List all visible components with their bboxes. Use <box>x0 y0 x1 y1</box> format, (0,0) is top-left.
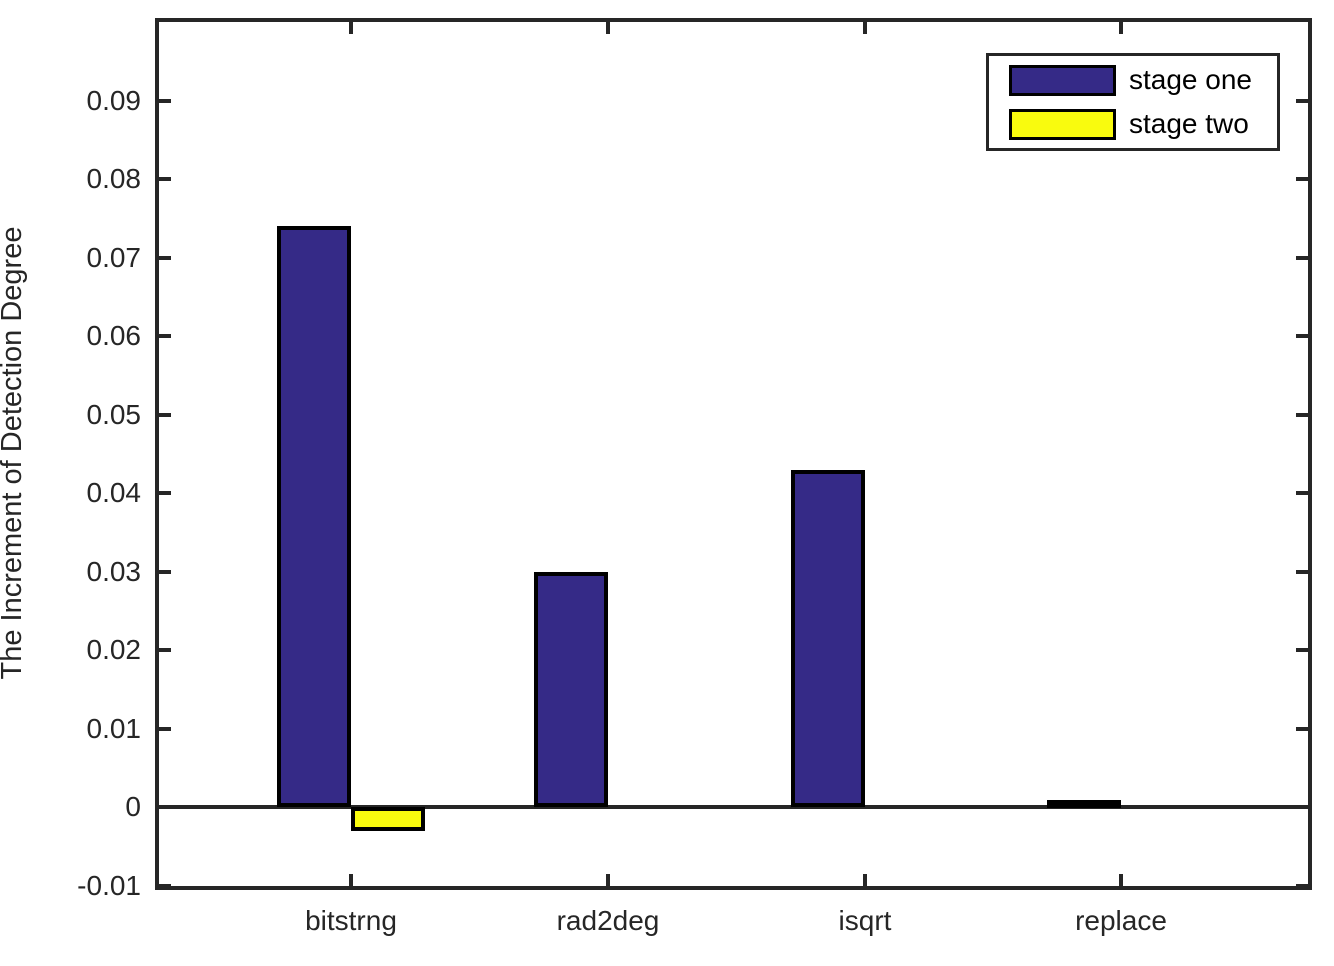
x-tick-bottom <box>863 874 867 886</box>
y-tick-right <box>1296 334 1308 339</box>
y-tick-label: 0.05 <box>86 398 142 430</box>
legend: stage one stage two <box>986 53 1280 151</box>
y-tick-left <box>159 805 171 810</box>
legend-entry-stage-two: stage two <box>989 102 1277 146</box>
legend-entry-stage-one: stage one <box>989 58 1277 102</box>
y-tick-label: 0.01 <box>86 712 142 744</box>
y-tick-left <box>159 726 171 731</box>
y-tick-label: 0.07 <box>86 241 142 273</box>
zero-baseline <box>159 805 1308 810</box>
y-tick-label: 0.08 <box>86 163 142 195</box>
x-tick-label-rad2deg: rad2deg <box>556 905 660 936</box>
legend-swatch-stage-one <box>1009 64 1116 96</box>
bar-stage-one-rad2deg <box>534 571 608 808</box>
y-tick-label: 0.04 <box>86 477 142 509</box>
y-tick-left <box>159 884 171 888</box>
y-tick-right <box>1296 884 1308 888</box>
bar-stage-one-replace <box>1047 799 1121 808</box>
y-tick-left <box>159 255 171 260</box>
bar-stage-one-isqrt <box>791 469 865 808</box>
y-tick-left <box>159 491 171 496</box>
y-tick-label: 0 <box>125 791 141 823</box>
y-tick-left <box>159 412 171 417</box>
x-tick-top <box>1119 22 1123 34</box>
y-tick-left <box>159 334 171 339</box>
y-tick-label: 0.06 <box>86 320 142 352</box>
y-tick-right <box>1296 255 1308 260</box>
y-tick-label: 0.02 <box>86 634 142 666</box>
plot-area <box>155 18 1312 890</box>
y-tick-right <box>1296 648 1308 653</box>
y-tick-right <box>1296 177 1308 182</box>
y-tick-left <box>159 177 171 182</box>
legend-swatch-stage-two <box>1009 108 1116 140</box>
legend-label-stage-two: stage two <box>1129 108 1249 139</box>
y-tick-label: 0.03 <box>86 555 142 587</box>
bar-stage-one-bitstrng <box>277 226 351 808</box>
legend-label-stage-one: stage one <box>1129 64 1252 95</box>
y-tick-left <box>159 648 171 653</box>
x-tick-bottom <box>1119 874 1123 886</box>
y-tick-right <box>1296 412 1308 417</box>
y-tick-right <box>1296 726 1308 731</box>
x-tick-bottom <box>349 874 353 886</box>
y-tick-left <box>159 98 171 103</box>
x-tick-label-bitstrng: bitstrng <box>305 905 397 936</box>
y-tick-right <box>1296 569 1308 574</box>
y-tick-right <box>1296 805 1308 810</box>
bar-stage-two-bitstrng <box>351 807 425 832</box>
x-tick-top <box>606 22 610 34</box>
y-tick-label: -0.01 <box>77 870 141 901</box>
x-tick-bottom <box>606 874 610 886</box>
y-tick-left <box>159 569 171 574</box>
y-axis-label-text: The Increment of Detection Degree <box>0 226 28 680</box>
x-tick-label-isqrt: isqrt <box>838 905 892 936</box>
x-tick-top <box>349 22 353 34</box>
x-tick-label-replace: replace <box>1075 905 1167 936</box>
y-tick-right <box>1296 98 1308 103</box>
y-tick-right <box>1296 491 1308 496</box>
x-tick-top <box>863 22 867 34</box>
y-tick-label: 0.09 <box>86 84 142 116</box>
